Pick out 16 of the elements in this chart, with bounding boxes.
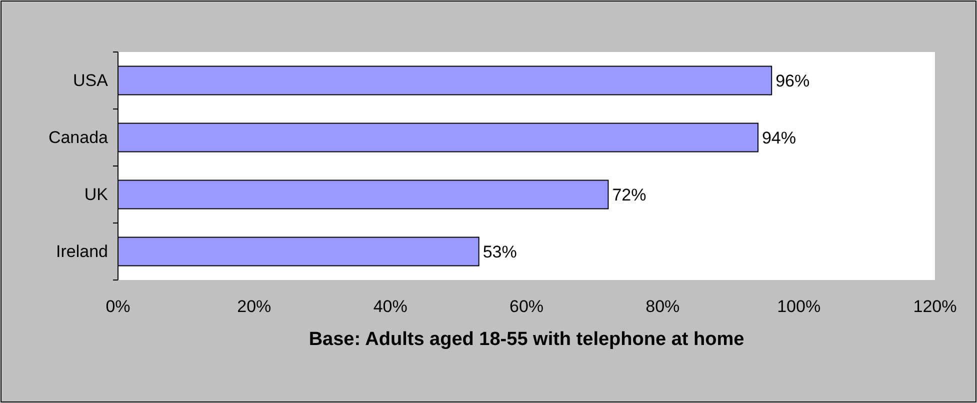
x-tick-label: 120%: [913, 297, 957, 316]
x-tick-label: 20%: [237, 297, 272, 316]
y-tick-label: USA: [73, 70, 109, 90]
y-tick-label: Ireland: [56, 242, 108, 261]
y-tick-label: Canada: [48, 128, 109, 147]
x-tick-label: 100%: [777, 297, 821, 316]
data-label: 94%: [762, 128, 796, 148]
x-tick-label: 60%: [509, 297, 544, 316]
data-label: 53%: [482, 242, 517, 262]
y-tick-label: UK: [84, 184, 109, 204]
x-axis-title: Base: Adults aged 18-55 with telephone at home: [308, 329, 744, 350]
data-label: 96%: [776, 71, 810, 90]
x-tick-label: 0%: [106, 297, 130, 316]
data-label: 72%: [612, 185, 646, 204]
x-tick-label: 80%: [646, 297, 680, 316]
x-tick-label: 40%: [373, 297, 408, 316]
